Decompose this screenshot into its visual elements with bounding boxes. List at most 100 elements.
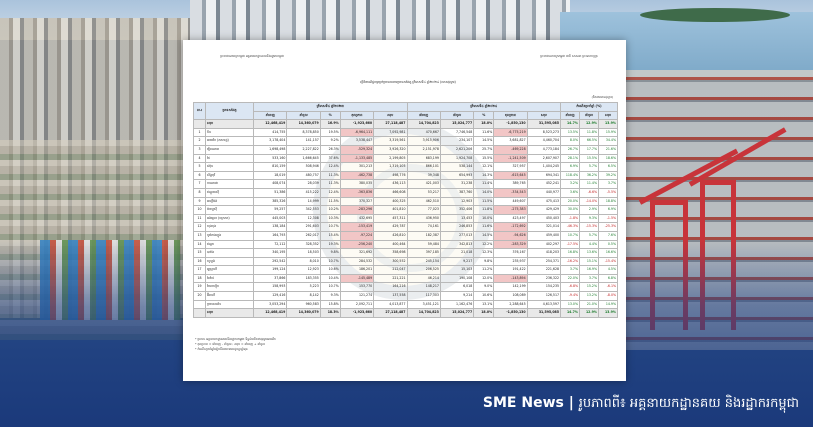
cell-value: 2,607,907 <box>527 154 560 163</box>
cell-value: 462,510 <box>407 197 440 206</box>
cell-no: 12 <box>194 223 206 232</box>
cell-value: 18,503 <box>287 249 320 258</box>
cell-value: 352,406 <box>440 206 473 215</box>
cell-value: 117,303 <box>407 292 440 301</box>
cell-value: 164,216 <box>374 283 407 292</box>
cell-value: 6.5% <box>599 163 618 172</box>
cell-value: 440,977 <box>527 188 560 197</box>
cell-value: 277,013 <box>440 231 473 240</box>
cell-value: 8,010 <box>287 257 320 266</box>
header-no: ល.រ <box>194 103 206 120</box>
cell-value: 183,355 <box>287 274 320 283</box>
cell-value: 51,386 <box>254 188 287 197</box>
cell-value: 13.2% <box>580 292 599 301</box>
cell-value: 1,162,476 <box>440 300 473 309</box>
cell-value: 18.0% <box>474 120 494 129</box>
cell-value: 31,238 <box>440 180 473 189</box>
trade-statistics-document: ព្រះរាជាណាចក្រកម្ពុជា អគ្គនាយកដ្ឋានគយនិង… <box>183 40 626 381</box>
cell-value: 25.7% <box>474 145 494 154</box>
cell-value: 39,348 <box>407 171 440 180</box>
cell-value: 321,692 <box>340 249 373 258</box>
cell-value: 31,595,085 <box>527 309 560 318</box>
table-row: 20 អ៊ីតាលី 129,416 8,142 9.3% 121,274 137,558 1… <box>194 292 618 301</box>
cell-value: 2,092,711 <box>340 300 373 309</box>
cell-value: 4.5% <box>599 266 618 275</box>
cell-value: 3.7% <box>580 274 599 283</box>
cell-no: 20 <box>194 292 206 301</box>
cell-value: 13,453 <box>440 214 473 223</box>
cell-value: 1,666,645 <box>287 154 320 163</box>
cell-value: 13.0% <box>561 300 580 309</box>
cell-value: -6,775,219 <box>494 128 527 137</box>
cell-value: 414,755 <box>254 128 287 137</box>
cell-value: 4,773,184 <box>527 145 560 154</box>
cell-value: -46.3% <box>561 223 580 232</box>
cell-value: 236,322 <box>527 274 560 283</box>
table-row: 12 ហុងកុង 138,184 291,603 10.7% -153,419 429,7… <box>194 223 618 232</box>
cell-value: 10.6% <box>320 266 340 275</box>
cell-country: តៃវ៉ាន់ <box>206 274 254 283</box>
cell-value: 34.4% <box>599 137 618 146</box>
cell-value: 27,118,487 <box>374 309 407 318</box>
cell-no: 5 <box>194 163 206 172</box>
cell-value: 3,926,320 <box>374 145 407 154</box>
cell-value: 18,019 <box>254 171 287 180</box>
cell-value: 246,853 <box>440 223 473 232</box>
cell-value: 466,608 <box>374 188 407 197</box>
subheader-growth-1: នាំចូល <box>580 111 599 120</box>
cell-value: 13.5% <box>561 128 580 137</box>
subheader-2023-0: នាំចេញ <box>254 111 287 120</box>
cell-value: -462,738 <box>340 171 373 180</box>
cell-value: 376,167 <box>494 249 527 258</box>
table-row: 1 ចិន 414,755 8,378,850 19.5% -6,964,111 7,092… <box>194 128 618 137</box>
table-subheader-row: នាំចេញ នាំចូល% តុល្យភាព សរុប នាំចេញ នាំចូល% តុ… <box>194 111 618 120</box>
cell-value: 186,201 <box>340 266 373 275</box>
cell-value: 10.2% <box>320 206 340 215</box>
cell-value: 3.2% <box>561 180 580 189</box>
cell-value: 137,558 <box>374 292 407 301</box>
subheader-2024-3: តុល្យភាព <box>494 111 527 120</box>
cell-value: -5.5% <box>599 188 618 197</box>
header-group-2023: ត្រីមាសទី៤ ឆ្នាំ២០២៣ <box>254 103 408 112</box>
cell-value: 423,497 <box>494 214 527 223</box>
trade-table: ល.រ ប្រទេសដៃគូ ត្រីមាសទី៤ ឆ្នាំ២០២៣ ត្រី… <box>193 102 618 318</box>
cell-value: 11.3% <box>320 180 340 189</box>
cell-value: 400,325 <box>374 197 407 206</box>
cell-value: 389,765 <box>494 180 527 189</box>
cell-value: 14.5% <box>474 137 494 146</box>
cell-value: 4,013,877 <box>374 300 407 309</box>
table-row: 15 បារាំង 340,195 18,503 9.8% 321,692 358,698 3… <box>194 249 618 258</box>
table-row: 7 កាណាដា 408,074 28,039 11.3% 380,035 436,113 4… <box>194 180 618 189</box>
cell-value: 3.7% <box>599 180 618 189</box>
cell-value: -283,329 <box>494 240 527 249</box>
cell-value: -1,923,660 <box>340 309 373 318</box>
cell-value: 8,142 <box>287 292 320 301</box>
cell-value: 538,144 <box>440 163 473 172</box>
cell-value: 8,523,273 <box>527 128 560 137</box>
cell-value: -1,923,660 <box>340 120 373 129</box>
cell-value: 72,112 <box>254 240 287 249</box>
cell-value: 18.3% <box>320 309 340 318</box>
cell-value: 9.8% <box>320 249 340 258</box>
table-row: 14 ឥណ្ឌា 72,112 328,352 19.3% -256,240 400,464… <box>194 240 618 249</box>
cell-country: អូស្ត្រាលី <box>206 266 254 275</box>
cell-value: 15,024,777 <box>440 309 473 318</box>
table-row-other: ប្រទេសដទៃ 3,053,294 960,583 15.8% 2,092,711 4… <box>194 300 618 309</box>
cell-value: 4,460,704 <box>527 137 560 146</box>
cell-value: 400,464 <box>374 240 407 249</box>
cell-value: 683,199 <box>407 154 440 163</box>
header-country: ប្រទេសដៃគូ <box>206 103 254 120</box>
cell-value: 15.5% <box>580 154 599 163</box>
cell-value: 191,422 <box>494 266 527 275</box>
cell-value: 2.9% <box>580 206 599 215</box>
cell-value: 30.0% <box>561 206 580 215</box>
cell-value: 212,047 <box>374 266 407 275</box>
subheader-2024-1: នាំចូល <box>440 111 473 120</box>
cell-value: 866,101 <box>407 163 440 172</box>
cell-value: -6.8% <box>561 283 580 292</box>
cell-value: -97,224 <box>340 231 373 240</box>
table-header-group-row: ល.រ ប្រទេសដៃគូ ត្រីមាសទី៤ ឆ្នាំ២០២៣ ត្រី… <box>194 103 618 112</box>
table-row: 2 អាមេរិក (សហរដ្ឋ) 3,178,404 141,157 9.2% 3,5… <box>194 137 618 146</box>
table-body: សរុប 12,468,419 14,360,079 16.9% -1,923,660 2… <box>194 120 618 318</box>
cell-value: -145,489 <box>340 274 373 283</box>
